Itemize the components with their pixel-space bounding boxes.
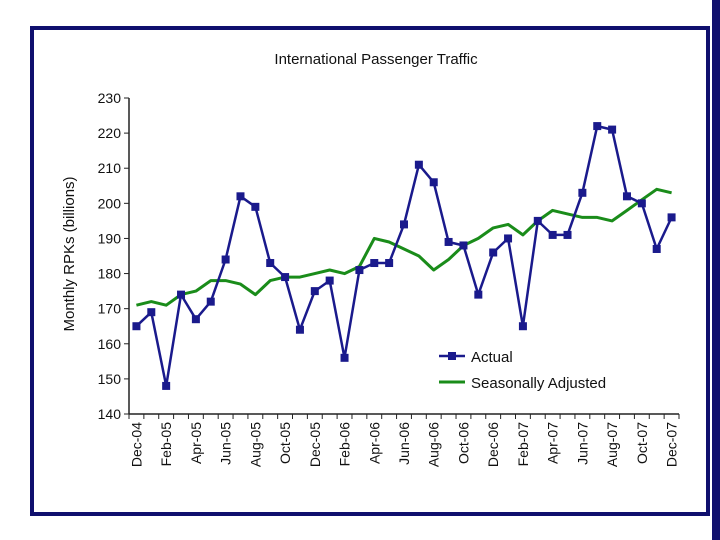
actual-point — [548, 230, 557, 239]
x-tick-label: Aug-06 — [426, 422, 442, 467]
actual-point — [177, 290, 186, 299]
series-line-actual — [135, 124, 673, 388]
y-tick-label: 220 — [98, 125, 122, 141]
legend-marker-actual — [448, 352, 456, 360]
y-tick-label: 210 — [98, 160, 122, 176]
line-chart: International Passenger Traffic Monthly … — [61, 51, 680, 467]
actual-point — [518, 322, 527, 331]
actual-point — [637, 199, 646, 208]
actual-point — [622, 192, 631, 201]
actual-point — [266, 259, 275, 268]
actual-point — [459, 241, 468, 250]
y-tick-label: 180 — [98, 266, 122, 282]
tick-labels: 140 150 160 170 180 190 200 210 220 230 Dec-04 Feb-… — [98, 90, 680, 467]
x-tick-label: Oct-06 — [455, 422, 471, 464]
y-tick-label: 140 — [98, 406, 122, 422]
x-tick-label: Feb-05 — [158, 422, 174, 467]
actual-point — [400, 220, 408, 229]
actual-point — [563, 230, 572, 239]
actual-point — [608, 125, 617, 134]
actual-point — [191, 315, 200, 324]
y-tick-label: 200 — [98, 195, 122, 211]
actual-point — [444, 237, 453, 246]
actual-point — [429, 178, 438, 187]
x-tick-label: Jun-05 — [218, 422, 234, 465]
x-tick-label: Dec-05 — [307, 422, 323, 467]
axes — [124, 97, 680, 419]
actual-point — [504, 234, 513, 243]
chart-title: International Passenger Traffic — [274, 51, 478, 68]
x-tick-label: Apr-06 — [366, 422, 382, 464]
actual-point — [221, 255, 230, 264]
actual-point — [295, 325, 304, 334]
x-tick-label: Jun-07 — [574, 422, 590, 465]
slide-edge-bar — [712, 0, 720, 540]
actual-point — [667, 213, 676, 222]
actual-point — [578, 188, 587, 197]
actual-point — [533, 216, 542, 225]
actual-point — [414, 160, 423, 169]
x-tick-label: Feb-07 — [515, 422, 531, 467]
series-group — [132, 122, 676, 390]
x-tick-label: Dec-04 — [128, 422, 144, 467]
actual-point — [652, 244, 661, 253]
actual-point — [593, 122, 602, 131]
y-tick-label: 150 — [98, 371, 122, 387]
x-tick-label: Jun-06 — [396, 422, 412, 465]
x-tick-label: Apr-07 — [545, 422, 561, 464]
actual-point — [251, 202, 260, 211]
legend: Actual Seasonally Adjusted — [439, 349, 606, 392]
actual-point — [325, 276, 334, 285]
actual-point — [132, 322, 141, 331]
actual-point — [474, 290, 483, 299]
y-tick-label: 190 — [98, 230, 122, 246]
actual-point — [370, 259, 379, 268]
actual-point — [489, 248, 498, 257]
chart-frame: International Passenger Traffic Monthly … — [30, 26, 710, 516]
y-tick-label: 160 — [98, 336, 122, 352]
actual-point — [355, 266, 364, 275]
x-tick-label: Feb-06 — [337, 422, 353, 467]
legend-label-seasonally-adjusted: Seasonally Adjusted — [471, 375, 606, 392]
x-tick-label: Oct-05 — [277, 422, 293, 464]
y-tick-label: 170 — [98, 301, 122, 317]
actual-point — [281, 273, 290, 282]
actual-point — [162, 381, 171, 390]
x-tick-label: Apr-05 — [188, 422, 204, 464]
actual-point — [236, 192, 245, 201]
actual-point — [340, 353, 349, 362]
legend-label-actual: Actual — [471, 349, 513, 366]
actual-point — [206, 297, 215, 306]
y-tick-label: 230 — [98, 90, 122, 106]
actual-point — [310, 287, 319, 296]
x-tick-label: Aug-07 — [604, 422, 620, 467]
actual-point — [147, 308, 156, 317]
actual-point — [385, 259, 394, 268]
x-tick-label: Dec-07 — [664, 422, 680, 467]
x-tick-label: Oct-07 — [634, 422, 650, 464]
y-axis-label: Monthly RPKs (billions) — [61, 176, 78, 331]
series-line-seasonally-adjusted — [136, 187, 672, 307]
x-tick-label: Dec-06 — [485, 422, 501, 467]
x-tick-label: Aug-05 — [247, 422, 263, 467]
